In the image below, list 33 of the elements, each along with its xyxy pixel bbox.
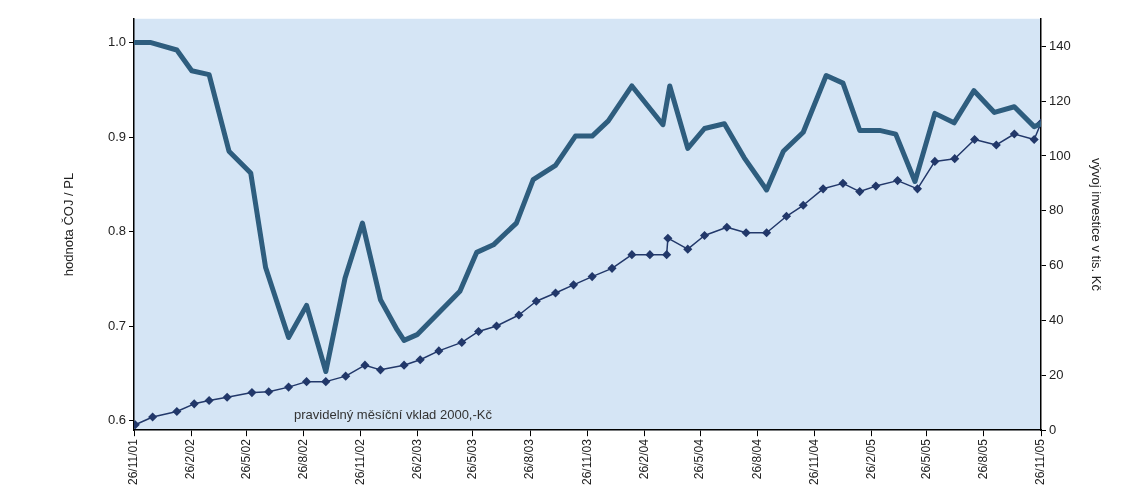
y2-tick-label: 20 <box>1049 366 1064 382</box>
y2-tick-label: 120 <box>1049 92 1071 108</box>
x-tick-label: 26/11/05 <box>1033 438 1048 486</box>
x-tick-label: 26/2/05 <box>863 438 878 480</box>
annotation: pravidelný měsíční vklad 2000,-Kč <box>294 407 493 423</box>
x-tick-label: 26/11/01 <box>126 438 141 486</box>
y-tick-label: 0.6 <box>107 412 126 428</box>
y-axis-title: hodnota ČOJ / PL <box>61 172 77 277</box>
y2-tick-label: 0 <box>1049 421 1057 437</box>
x-tick-label: 26/8/03 <box>522 438 537 480</box>
x-tick-label: 26/11/04 <box>806 438 821 486</box>
x-tick-label: 26/5/04 <box>692 438 707 480</box>
y-tick-label: 0.8 <box>107 223 126 239</box>
y2-axis-title: vývoj investice v tis. Kč <box>1088 158 1104 292</box>
x-tick-label: 26/11/03 <box>579 438 594 486</box>
x-tick-label: 26/8/04 <box>749 438 764 480</box>
x-tick-label: 26/2/04 <box>636 438 651 480</box>
y2-tick-label: 140 <box>1049 37 1071 53</box>
x-tick-label: 26/11/02 <box>352 438 367 486</box>
x-tick-label: 26/5/03 <box>465 438 480 480</box>
y2-tick-label: 80 <box>1049 202 1064 218</box>
x-tick-label: 26/8/05 <box>976 438 991 480</box>
x-tick-label: 26/2/03 <box>410 438 425 480</box>
y-tick-label: 0.7 <box>107 317 126 333</box>
y2-tick-label: 100 <box>1049 147 1071 163</box>
x-tick-label: 26/5/02 <box>238 438 253 480</box>
x-tick-label: 26/8/02 <box>295 438 310 480</box>
x-tick-label: 26/5/05 <box>919 438 934 480</box>
y2-tick-label: 60 <box>1049 257 1064 273</box>
y-tick-label: 1.0 <box>107 34 126 50</box>
x-tick-label: 26/2/02 <box>183 438 198 480</box>
y-tick-label: 0.9 <box>107 128 126 144</box>
y2-tick-label: 40 <box>1049 312 1064 328</box>
